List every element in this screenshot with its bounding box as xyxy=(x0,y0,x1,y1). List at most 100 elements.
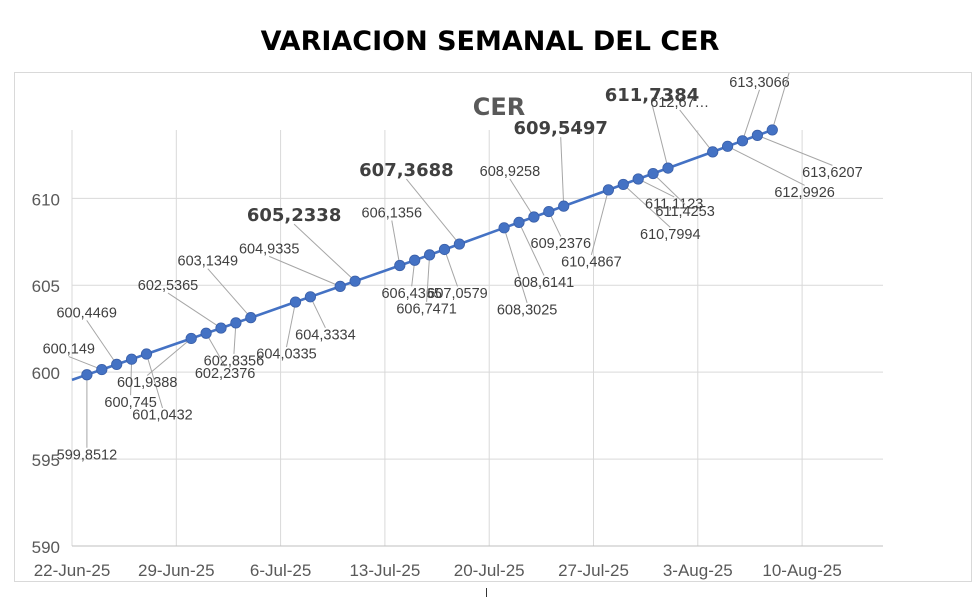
data-point-marker xyxy=(707,146,719,158)
data-label-leader xyxy=(68,356,102,371)
x-tick-label: 29-Jun-25 xyxy=(138,561,215,580)
chart-frame: 590 595 600 605 610 22-Jun-25 29-Jun-25 6-Jul-2… xyxy=(14,72,972,582)
data-label: 611,4253 xyxy=(655,204,714,220)
y-tick-label: 590 xyxy=(32,538,60,557)
data-label: 609,5497 xyxy=(513,118,608,139)
data-label-leader xyxy=(86,320,118,365)
data-label: 600,149 xyxy=(43,342,95,358)
x-tick-label: 13-Jul-25 xyxy=(349,561,420,580)
y-tick-label: 610 xyxy=(32,190,60,209)
data-label: 612,9926 xyxy=(774,185,834,201)
data-label: 602,5365 xyxy=(138,278,198,294)
data-label: 605,2338 xyxy=(247,205,342,226)
data-point-marker xyxy=(349,275,361,287)
y-tick-label: 605 xyxy=(32,277,60,296)
data-point-marker xyxy=(140,348,153,360)
data-label-leader xyxy=(679,109,714,153)
page-title: VARIACION SEMANAL DEL CER xyxy=(260,26,720,57)
data-label: 608,9258 xyxy=(480,164,540,180)
data-label-leader xyxy=(518,222,545,276)
data-point-marker xyxy=(334,280,346,292)
data-label: 611,1123 xyxy=(645,197,703,213)
data-label-leader xyxy=(391,220,401,266)
data-label-leader xyxy=(560,137,565,207)
data-label: 602,2376 xyxy=(195,366,255,382)
x-tick-label: 22-Jun-25 xyxy=(34,561,111,580)
data-label-leader xyxy=(651,103,669,169)
data-point-marker xyxy=(662,162,674,174)
data-label-leader xyxy=(167,292,222,329)
data-label-leader xyxy=(205,333,226,367)
data-point-marker xyxy=(721,140,734,152)
data-label-leader xyxy=(146,353,163,409)
data-label: 610,7994 xyxy=(640,227,700,243)
text-cursor xyxy=(486,588,487,597)
data-label-leader xyxy=(309,296,326,329)
x-tick-label: 20-Jul-25 xyxy=(454,561,525,580)
data-point-marker xyxy=(126,353,138,365)
data-label-leader xyxy=(444,249,458,287)
data-point-marker xyxy=(409,254,421,266)
data-label-leader xyxy=(269,255,341,287)
data-point-marker xyxy=(736,135,749,147)
data-label: 607,3688 xyxy=(359,160,454,181)
data-label: 612,67… xyxy=(650,95,709,111)
data-label-leader xyxy=(757,134,833,166)
data-point-marker xyxy=(751,129,764,141)
data-label-leader xyxy=(406,178,460,245)
data-label-leader xyxy=(727,145,805,186)
data-point-marker xyxy=(498,222,510,234)
chart-title: CER xyxy=(473,93,526,121)
data-label: 604,0335 xyxy=(256,347,316,363)
data-point-marker xyxy=(602,184,615,196)
data-point-marker xyxy=(543,205,555,218)
data-label: 602,8356 xyxy=(204,353,264,369)
cer-line-chart: 590 595 600 605 610 22-Jun-25 29-Jun-25 6-Jul-2… xyxy=(32,73,883,580)
data-point-marker xyxy=(528,211,540,223)
data-label: 608,6141 xyxy=(514,275,574,291)
data-point-marker xyxy=(617,178,629,191)
data-label-leader xyxy=(146,338,192,376)
y-tick-label: 595 xyxy=(32,451,60,470)
data-label-leader xyxy=(130,359,133,396)
x-tick-label: 6-Jul-25 xyxy=(250,561,311,580)
x-tick-label: 3-Aug-25 xyxy=(663,561,733,580)
data-point-marker xyxy=(185,332,197,345)
data-point-marker xyxy=(200,327,212,339)
data-label-leader xyxy=(207,268,252,318)
data-label: 604,3334 xyxy=(295,327,355,343)
data-label: 601,9388 xyxy=(117,375,177,391)
data-point-marker xyxy=(304,291,316,303)
data-point-marker xyxy=(513,216,525,229)
data-point-marker xyxy=(394,259,406,272)
data-point-marker xyxy=(647,167,659,180)
data-point-marker xyxy=(453,238,465,250)
data-point-marker xyxy=(81,369,93,381)
data-point-marker xyxy=(766,124,778,136)
data-label: 599,8512 xyxy=(57,447,117,463)
data-label: 603,1349 xyxy=(178,254,238,270)
data-label: 600,745 xyxy=(104,395,156,411)
data-label: 604,9335 xyxy=(239,241,299,257)
data-point-marker xyxy=(245,312,257,324)
data-point-marker xyxy=(558,200,570,212)
y-tick-label: 600 xyxy=(32,364,60,383)
data-point-marker xyxy=(438,243,451,256)
data-label: 613,3066 xyxy=(729,75,789,91)
data-label: 606,7471 xyxy=(396,301,456,317)
data-label-leader xyxy=(771,73,790,131)
data-label-leader xyxy=(426,254,431,302)
data-label-leader xyxy=(652,173,686,205)
x-tick-label: 10-Aug-25 xyxy=(762,561,841,580)
data-label: 610,4867 xyxy=(561,254,621,270)
data-label: 611,7384 xyxy=(605,85,700,106)
data-label: 600,4469 xyxy=(56,305,116,321)
data-point-marker xyxy=(230,317,242,329)
data-label-leader xyxy=(590,189,609,255)
data-label-leader xyxy=(286,301,296,348)
data-point-marker xyxy=(215,322,227,334)
data-label: 613,6207 xyxy=(802,165,862,181)
data-label: 601,0432 xyxy=(132,408,192,424)
data-label-leader xyxy=(622,184,671,228)
data-point-marker xyxy=(289,296,302,308)
